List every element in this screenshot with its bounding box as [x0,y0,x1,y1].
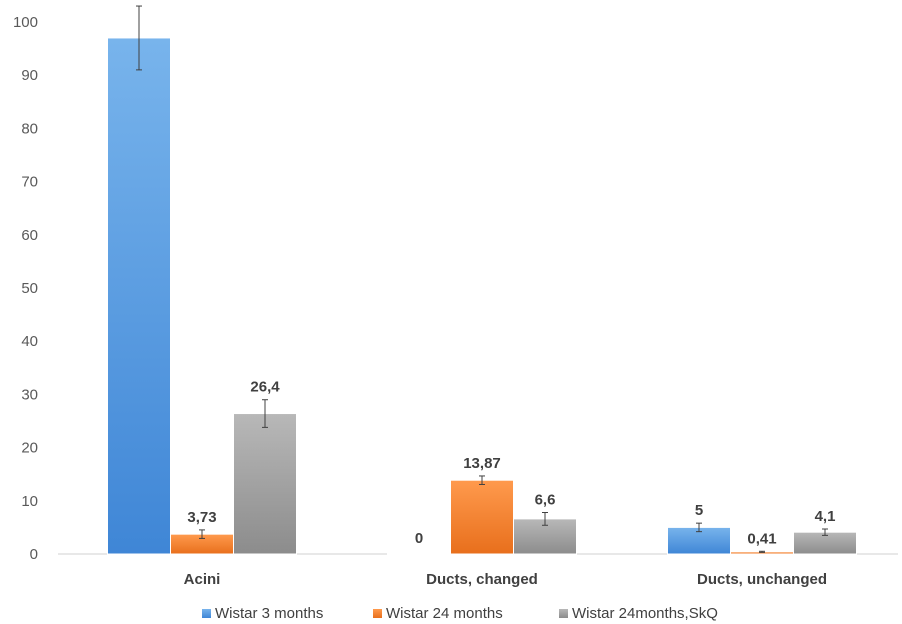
data-label: 6,6 [535,492,556,509]
data-label: 3,73 [187,509,216,526]
y-tick-label: 70 [21,174,38,191]
error-bar [479,475,485,485]
bar [107,37,171,555]
error-bar [136,5,142,71]
y-tick-label: 40 [21,333,38,350]
legend: Wistar 3 months Wistar 24 months Wistar 24… [202,605,718,622]
legend-item: Wistar 24 months [373,605,503,622]
error-bar [262,399,268,428]
x-axis-categories: Acini Ducts, changed Ducts, unchanged [184,571,827,588]
legend-item: Wistar 3 months [202,605,323,622]
data-label: 0,41 [747,530,776,547]
legend-label: Wistar 3 months [215,605,323,622]
x-category-label: Acini [184,571,221,588]
y-tick-label: 0 [30,546,38,563]
y-tick-label: 100 [13,14,38,31]
bar [233,413,297,555]
error-bar [696,522,702,533]
data-label: 13,87 [463,455,501,472]
legend-label: Wistar 24months,SkQ [572,605,718,622]
data-label: 0 [415,530,423,547]
data-label: 26,4 [250,379,280,396]
bar [450,479,514,555]
legend-swatch [202,609,211,618]
y-tick-label: 90 [21,67,38,84]
legend-swatch [373,609,382,618]
y-tick-label: 50 [21,280,38,297]
legend-item: Wistar 24months,SkQ [559,605,718,622]
y-tick-label: 60 [21,227,38,244]
error-bar [199,529,205,539]
error-bar [759,550,765,553]
x-category-label: Ducts, changed [426,571,538,588]
y-tick-label: 10 [21,493,38,510]
x-category-label: Ducts, unchanged [697,571,827,588]
y-tick-label: 80 [21,120,38,137]
legend-swatch [559,609,568,618]
data-label: 4,1 [815,508,836,525]
error-bar [822,528,828,536]
error-bar [542,512,548,526]
y-tick-label: 20 [21,440,38,457]
data-label: 5 [695,502,703,519]
data-label: 97 [131,0,148,2]
bars: 97 0 5 3,73 13,87 0,41 26,4 6,6 4,1 [107,0,857,556]
bar [387,553,451,556]
legend-label: Wistar 24 months [386,605,503,622]
y-tick-label: 30 [21,386,38,403]
y-axis: 0 10 20 30 40 50 60 70 80 90 100 [13,14,38,563]
